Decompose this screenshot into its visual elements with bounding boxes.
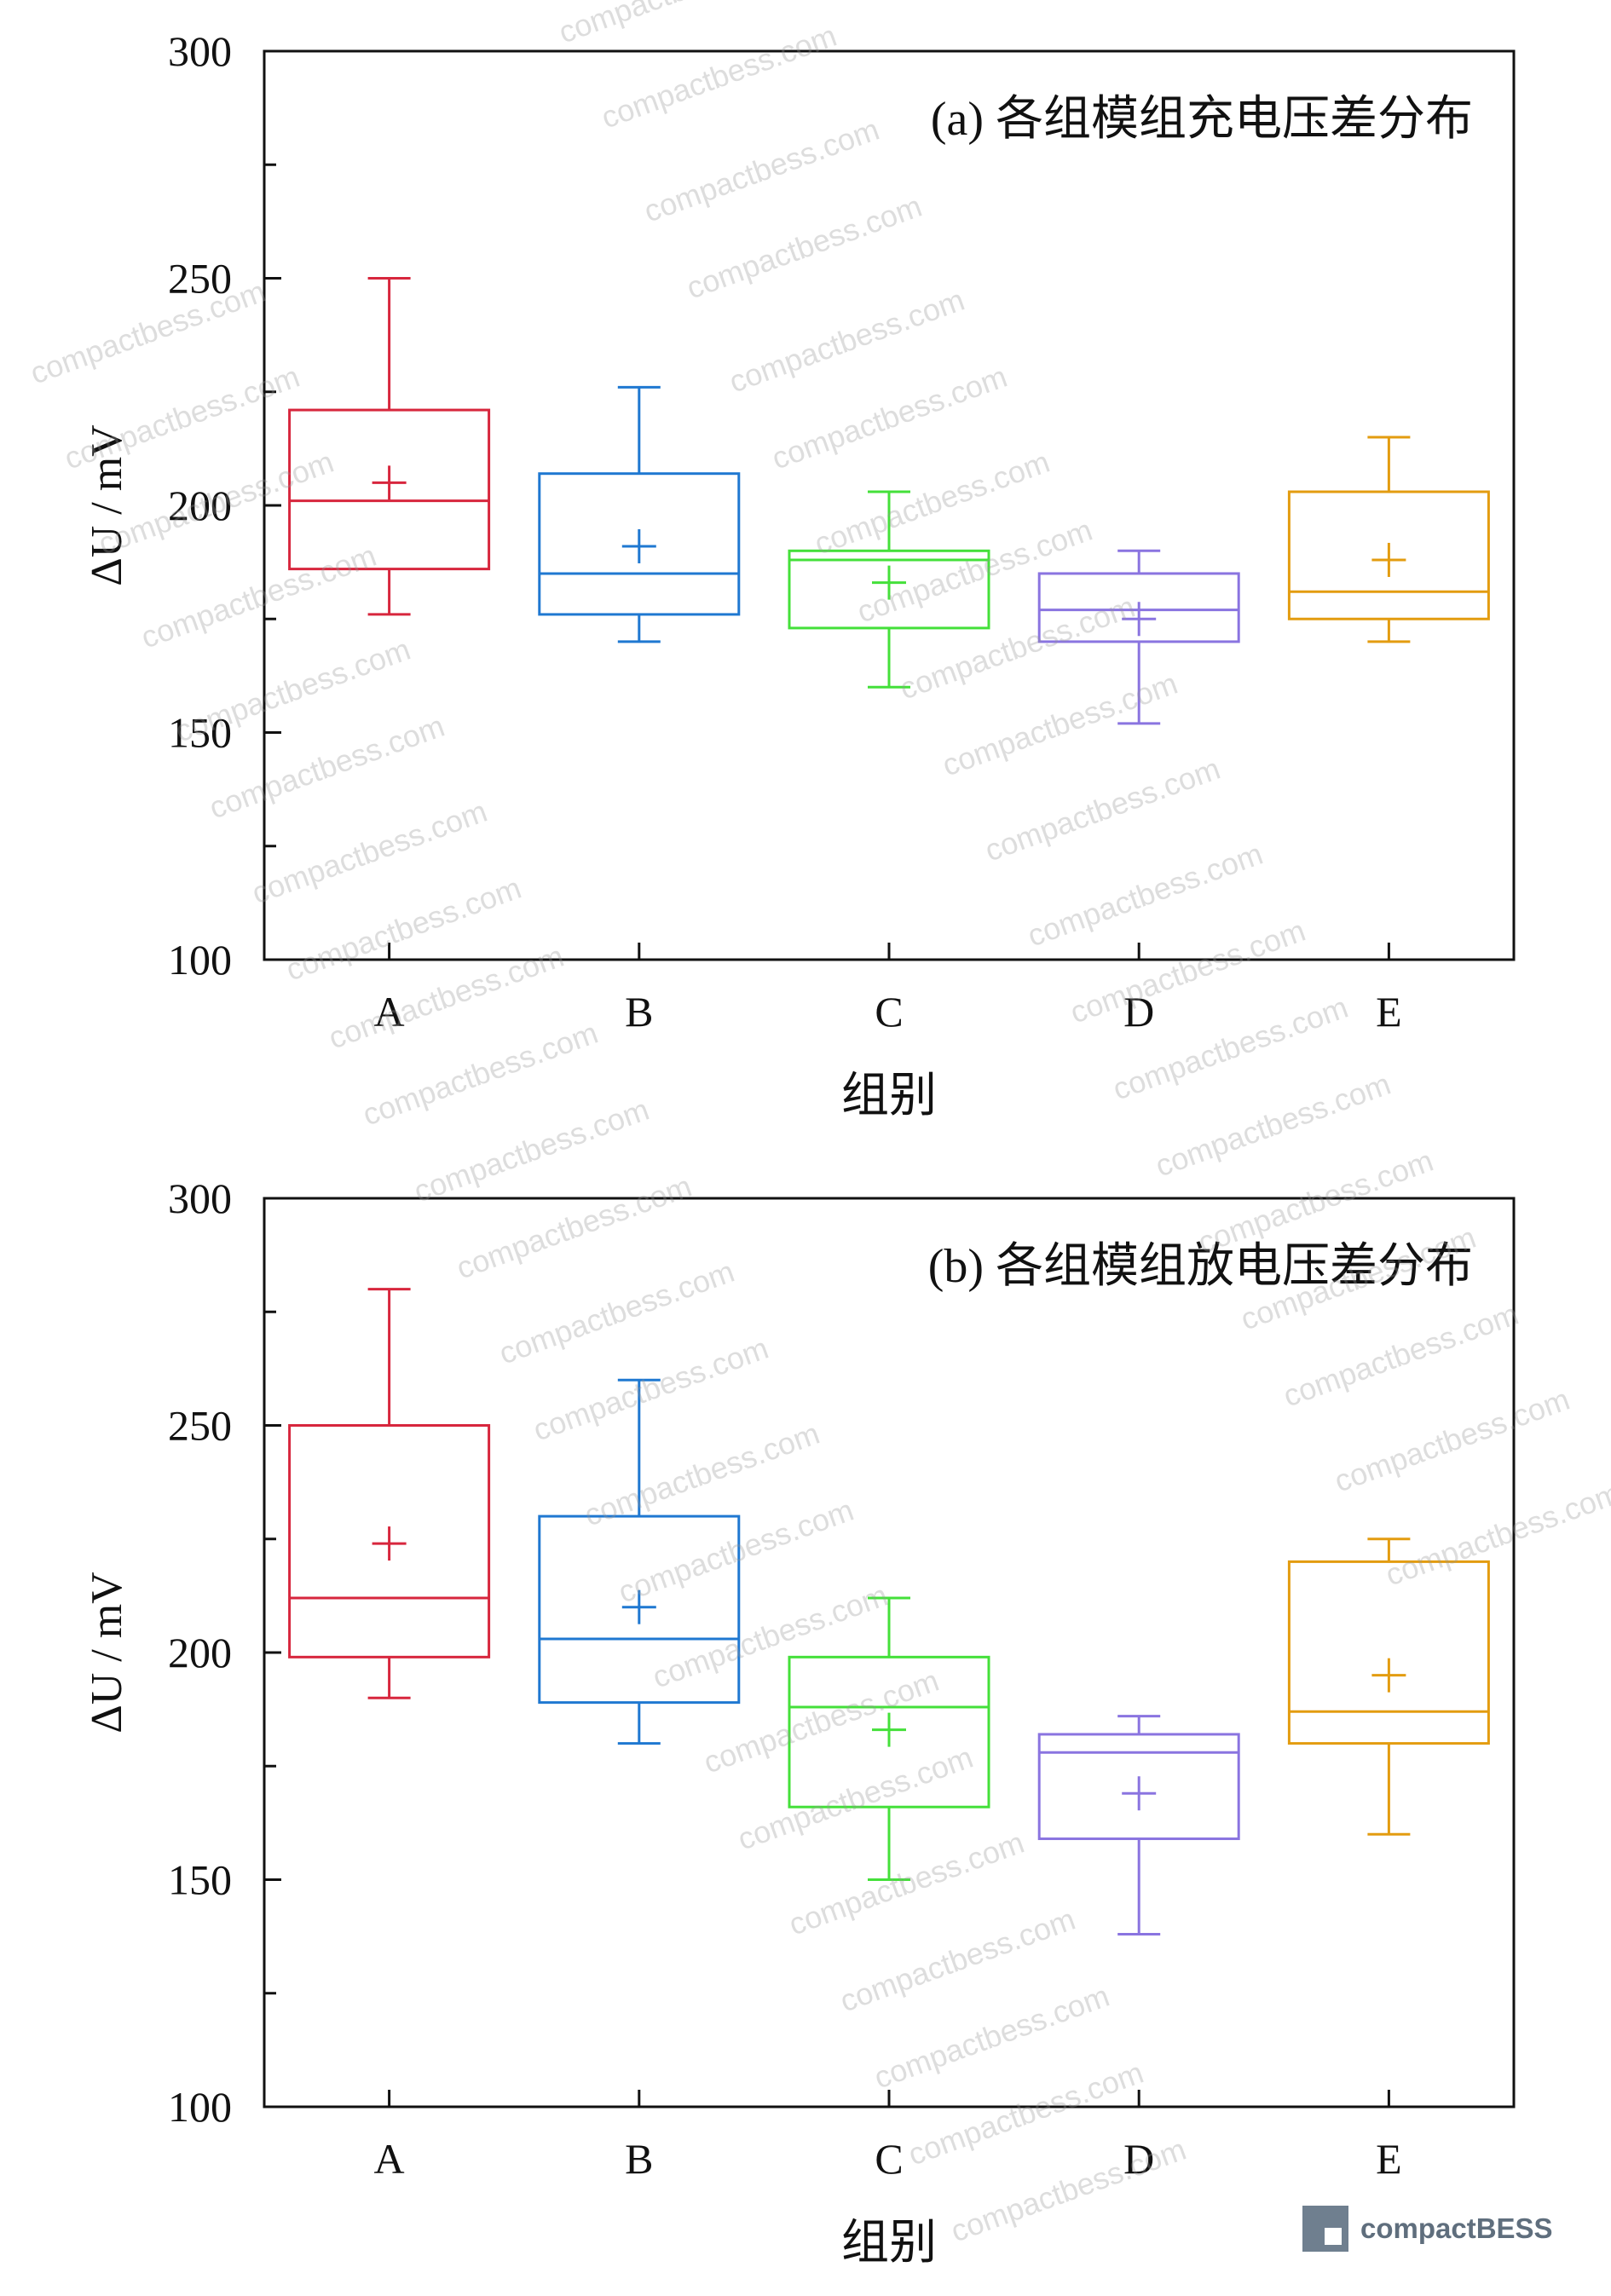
y-tick-label: 200 <box>168 482 232 529</box>
box-C <box>788 490 990 689</box>
iqr-box <box>788 1655 990 1809</box>
brand-name: compactBESS <box>1360 2212 1553 2244</box>
y-axis-label: ΔU / mV <box>83 424 131 586</box>
box-D <box>1037 549 1240 725</box>
iqr-box <box>1287 490 1490 620</box>
iqr-box <box>538 1514 741 1705</box>
x-axis-label: 组别 <box>841 2217 937 2270</box>
box-A <box>288 277 491 616</box>
x-tick-label: E <box>1376 2135 1402 2183</box>
y-axis-label: ΔU / mV <box>83 1572 131 1733</box>
box-A <box>288 1288 491 1699</box>
y-tick-label: 100 <box>168 2083 232 2131</box>
y-tick-label: 150 <box>168 709 232 757</box>
x-axis-label: 组别 <box>841 1070 937 1122</box>
box-B <box>538 385 741 643</box>
x-tick-label: A <box>374 988 405 1036</box>
box-B <box>538 1378 741 1745</box>
chart-panel-b: 100 150 200 250 300 A B C D E 组别 ΔU / mV (b) 各组模组放电压… <box>83 1174 1516 2270</box>
x-tick-label: D <box>1123 988 1154 1036</box>
y-tick-label: 300 <box>168 1174 232 1222</box>
iqr-box <box>788 549 990 630</box>
iqr-box <box>1037 572 1240 643</box>
panel-title: (a) 各组模组充电压差分布 <box>931 93 1473 146</box>
iqr-box <box>1287 1560 1490 1745</box>
box-C <box>788 1596 990 1881</box>
y-tick-label: 250 <box>168 255 232 303</box>
x-tick-label: C <box>875 988 903 1036</box>
compactbess-logo-icon <box>1302 2206 1348 2252</box>
y-tick-label: 100 <box>168 936 232 984</box>
iqr-box <box>288 1424 491 1659</box>
y-tick-label: 250 <box>168 1402 232 1450</box>
x-tick-label: C <box>875 2135 903 2183</box>
y-tick-label: 200 <box>168 1629 232 1676</box>
x-tick-label: A <box>374 2135 405 2183</box>
x-tick-label: B <box>625 2135 653 2183</box>
iqr-box <box>538 472 741 616</box>
brand-badge: compactBESS <box>1302 2205 1553 2253</box>
panel-title: (b) 各组模组放电压差分布 <box>928 1240 1473 1293</box>
iqr-box <box>1037 1733 1240 1841</box>
chart-panel-a: 100 150 200 250 300 A B C D E 组别 ΔU / mV (a) 各组模组充电压… <box>83 27 1516 1122</box>
box-E <box>1287 1537 1490 1836</box>
x-tick-label: D <box>1123 2135 1154 2183</box>
y-tick-label: 150 <box>168 1856 232 1904</box>
x-tick-label: B <box>625 988 653 1036</box>
box-E <box>1287 436 1490 643</box>
x-tick-label: E <box>1376 988 1402 1036</box>
iqr-box <box>288 408 491 571</box>
box-D <box>1037 1715 1240 1935</box>
y-tick-label: 300 <box>168 27 232 75</box>
